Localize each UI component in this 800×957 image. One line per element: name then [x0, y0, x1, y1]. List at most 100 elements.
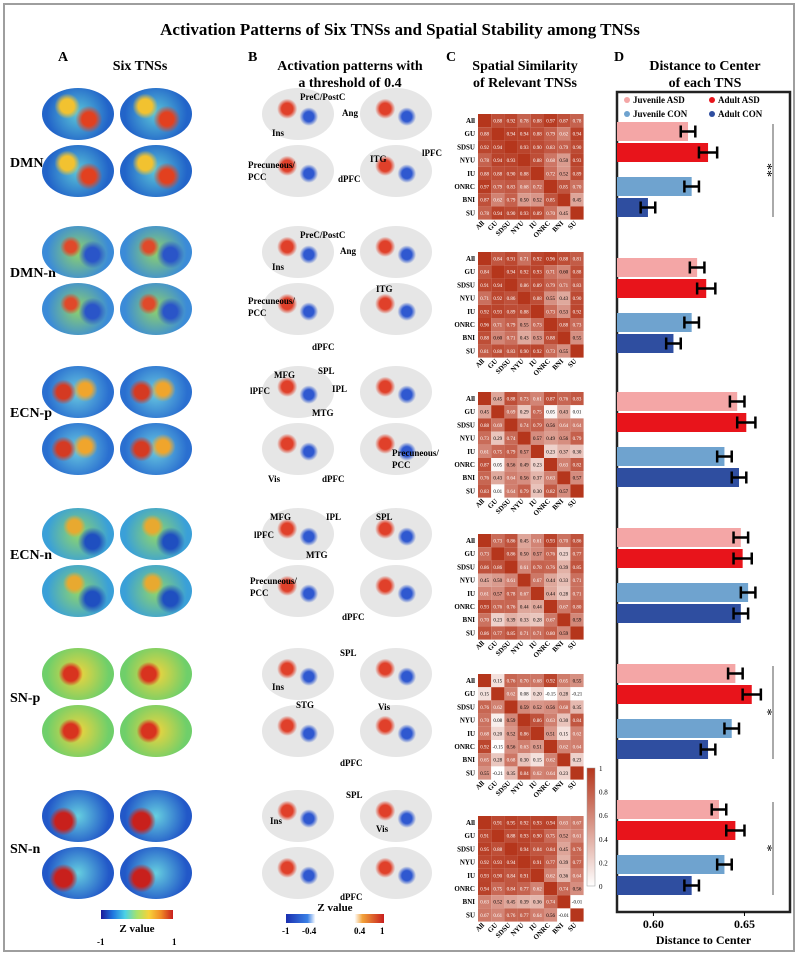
bar — [617, 122, 689, 141]
heatmap-row-label: SDSU — [457, 143, 475, 151]
colorbar-a-title: Z value — [119, 923, 155, 935]
heatmap-cell — [544, 278, 558, 292]
heatmap-cell — [504, 458, 518, 472]
heatmap-cell — [570, 816, 584, 830]
heatmap-cell — [504, 304, 518, 318]
heatmap-value: 0.62 — [533, 888, 542, 893]
heatmap-cell — [517, 331, 531, 345]
brain-region-label: Ins — [270, 816, 283, 826]
heatmap-cell — [530, 766, 544, 780]
colorbar-c-tick: 0.2 — [599, 859, 608, 867]
heatmap-value: 0.68 — [559, 706, 568, 711]
heatmap-cell — [530, 573, 544, 587]
heatmap-value: 0.28 — [493, 759, 502, 764]
heatmap-cell — [504, 180, 518, 194]
heatmap-cell — [491, 547, 505, 561]
brain-surface-b — [360, 283, 432, 335]
heatmap-cell — [570, 895, 584, 909]
heatmap-value: 0.79 — [546, 284, 555, 289]
heatmap-cell — [557, 114, 571, 128]
heatmap-value: 0.64 — [559, 424, 568, 429]
heatmap-value: 0.37 — [533, 477, 542, 482]
heatmap-cell — [491, 392, 505, 406]
heatmap-cell — [517, 586, 531, 600]
heatmap-row-label: IU — [467, 730, 475, 738]
heatmap-cell — [491, 868, 505, 882]
heatmap-value: 0.56 — [546, 706, 555, 711]
heatmap-row-label: ONRC — [454, 183, 475, 191]
heatmap-value: 0.65 — [559, 680, 568, 685]
heatmap-cell — [544, 206, 558, 220]
heatmap-cell — [504, 895, 518, 909]
brain-surface-a — [120, 508, 192, 560]
heatmap-cell — [504, 534, 518, 548]
heatmap-value: 0.30 — [533, 490, 542, 495]
heatmap-cell — [530, 166, 544, 180]
brain-surface-a — [120, 423, 192, 475]
heatmap-cell — [557, 431, 571, 445]
heatmap-value: 0.29 — [520, 411, 529, 416]
heatmap-cell — [570, 842, 584, 856]
heatmap-cell — [504, 331, 518, 345]
colorbar-c-tick: 0 — [599, 883, 603, 891]
heatmap-value: 0.43 — [559, 411, 568, 416]
brain-surface-a — [120, 565, 192, 617]
heatmap-value: 0.15 — [493, 680, 502, 685]
heatmap-value: 0.62 — [507, 693, 516, 698]
heatmap-value: 0.91 — [480, 284, 489, 289]
heatmap-cell — [478, 431, 492, 445]
heatmap-value: 0.64 — [533, 914, 542, 919]
heatmap-cell — [504, 252, 518, 266]
heatmap-cell — [478, 291, 492, 305]
heatmap-value: 0.84 — [507, 888, 516, 893]
legend-label: Juvenile CON — [633, 109, 688, 119]
heatmap-cell — [544, 180, 558, 194]
heatmap-cell — [570, 418, 584, 432]
heatmap-cell — [478, 471, 492, 485]
colorbar-c-tick: 0.6 — [599, 812, 608, 820]
heatmap-value: 0.50 — [520, 199, 529, 204]
heatmap-cell — [478, 613, 492, 627]
panel-c-title-line1: Spatial Similarity — [472, 59, 578, 74]
heatmap-row-label: NYU — [460, 717, 475, 725]
heatmap-cell — [557, 166, 571, 180]
legend-marker — [624, 111, 630, 117]
heatmap-value: 0.15 — [533, 759, 542, 764]
heatmap-value: 0.90 — [573, 297, 582, 302]
heatmap-cell — [544, 829, 558, 843]
heatmap-value: 0.63 — [546, 477, 555, 482]
heatmap-row-label: SDSU — [457, 563, 475, 571]
heatmap-value: 0.70 — [573, 186, 582, 191]
brain-surface-b — [262, 366, 334, 418]
heatmap-value: 0.86 — [507, 553, 516, 558]
heatmap-cell — [491, 674, 505, 688]
heatmap-value: 0.88 — [533, 120, 542, 125]
heatmap-cell — [491, 471, 505, 485]
heatmap-cell — [478, 180, 492, 194]
heatmap-cell — [570, 166, 584, 180]
heatmap-cell — [530, 816, 544, 830]
heatmap-cell — [517, 855, 531, 869]
heatmap-value: 0.75 — [493, 888, 502, 893]
heatmap-value: 0.91 — [533, 861, 542, 866]
heatmap-value: 0.94 — [507, 861, 516, 866]
heatmap-value: 0.88 — [559, 324, 568, 329]
heatmap-cell — [491, 855, 505, 869]
heatmap-value: 0.68 — [480, 732, 489, 737]
heatmap-cell — [491, 766, 505, 780]
heatmap-cell — [557, 882, 571, 896]
heatmap-cell — [504, 547, 518, 561]
heatmap-row-label: GU — [465, 130, 476, 138]
heatmap-row-label: All — [466, 117, 475, 125]
heatmap-cell — [491, 534, 505, 548]
heatmap-cell — [478, 560, 492, 574]
heatmap-cell — [530, 265, 544, 279]
heatmap-cell — [517, 547, 531, 561]
colorbar-c-tick: 0.4 — [599, 836, 608, 844]
heatmap-cell — [557, 868, 571, 882]
heatmap-cell — [570, 265, 584, 279]
heatmap-value: 0.92 — [480, 146, 489, 151]
brain-region-label: SPL — [376, 512, 393, 522]
heatmap-cell — [491, 687, 505, 701]
heatmap-cell — [504, 586, 518, 600]
